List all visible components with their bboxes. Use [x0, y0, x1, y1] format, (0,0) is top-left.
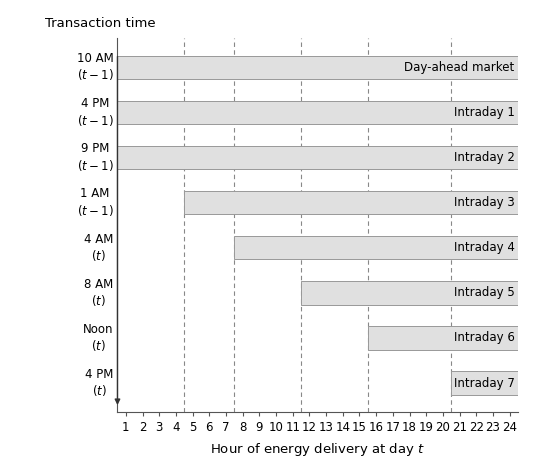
Text: 1 AM
$(t-1)$: 1 AM $(t-1)$: [77, 187, 114, 218]
Text: Intraday 5: Intraday 5: [454, 286, 515, 299]
Bar: [117, 146, 518, 169]
Text: 4 PM
$(t-1)$: 4 PM $(t-1)$: [77, 97, 114, 128]
Bar: [234, 236, 518, 259]
Text: 10 AM
$(t-1)$: 10 AM $(t-1)$: [77, 52, 114, 82]
X-axis label: Hour of energy delivery at day $t$: Hour of energy delivery at day $t$: [210, 441, 425, 458]
Text: Intraday 3: Intraday 3: [454, 196, 515, 209]
Bar: [451, 371, 518, 395]
Text: 4 AM
$(t)$: 4 AM $(t)$: [84, 233, 114, 263]
Bar: [117, 100, 518, 124]
Bar: [368, 326, 518, 350]
Text: Intraday 4: Intraday 4: [454, 241, 515, 254]
Text: 4 PM
$(t)$: 4 PM $(t)$: [85, 368, 114, 398]
Text: Transaction time: Transaction time: [45, 17, 156, 30]
Text: Noon
$(t)$: Noon $(t)$: [83, 323, 114, 353]
Bar: [117, 55, 518, 79]
Text: 8 AM
$(t)$: 8 AM $(t)$: [84, 278, 114, 308]
Text: Intraday 1: Intraday 1: [454, 106, 515, 119]
Text: Intraday 2: Intraday 2: [454, 151, 515, 164]
Bar: [301, 281, 518, 305]
Text: Intraday 7: Intraday 7: [454, 376, 515, 390]
Text: Intraday 6: Intraday 6: [454, 331, 515, 345]
Text: Day-ahead market: Day-ahead market: [404, 61, 515, 74]
Text: 9 PM
$(t-1)$: 9 PM $(t-1)$: [77, 142, 114, 173]
Bar: [184, 191, 518, 214]
